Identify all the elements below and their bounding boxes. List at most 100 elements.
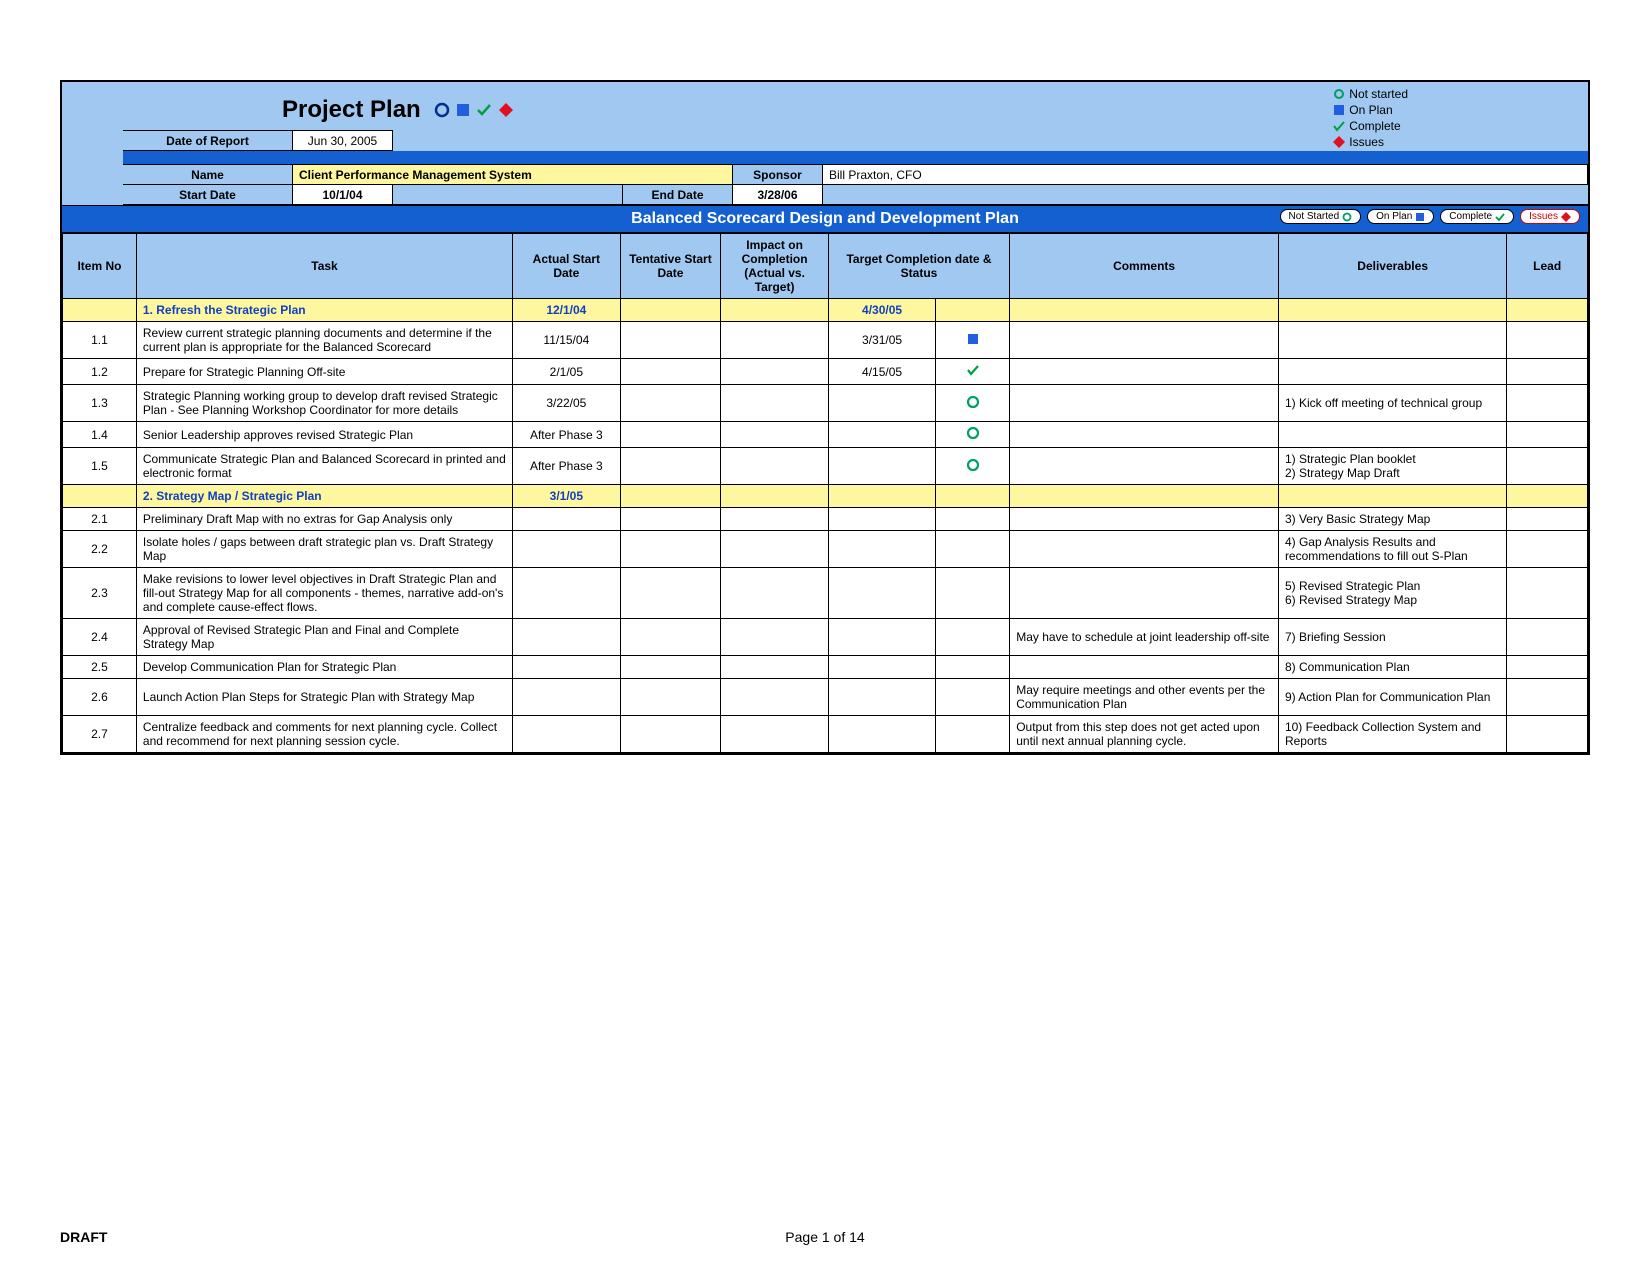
circle-icon [1333, 88, 1345, 100]
end-date-label: End Date [623, 185, 733, 205]
col-tentative-start: Tentative Start Date [620, 234, 721, 299]
cell-tentative [620, 531, 721, 568]
page-title: Project Plan [282, 96, 421, 124]
cell-item-no: 1.3 [63, 385, 137, 422]
legend-issues: Issues [1333, 134, 1408, 150]
cell-item-no: 1.4 [63, 422, 137, 448]
cell-status [936, 485, 1010, 508]
legend: Not started On Plan Complete Issues [1333, 86, 1408, 150]
cell-actual [513, 679, 620, 716]
cell-target [828, 656, 935, 679]
cell-status [936, 448, 1010, 485]
cell-item-no: 2.7 [63, 716, 137, 753]
cell-impact [721, 716, 828, 753]
task-row: 2.4Approval of Revised Strategic Plan an… [63, 619, 1588, 656]
cell-lead [1507, 299, 1588, 322]
cell-deliverables: 5) Revised Strategic Plan6) Revised Stra… [1278, 568, 1506, 619]
cell-lead [1507, 568, 1588, 619]
cell-lead [1507, 448, 1588, 485]
cell-deliverables [1278, 299, 1506, 322]
cell-comments [1010, 531, 1279, 568]
cell-lead [1507, 679, 1588, 716]
cell-comments [1010, 485, 1279, 508]
cell-impact [721, 299, 828, 322]
cell-tentative [620, 568, 721, 619]
legend-on-plan: On Plan [1333, 102, 1408, 118]
cell-lead [1507, 359, 1588, 385]
cell-item-no: 2.6 [63, 679, 137, 716]
task-row: 2.2Isolate holes / gaps between draft st… [63, 531, 1588, 568]
cell-deliverables: 8) Communication Plan [1278, 656, 1506, 679]
cell-comments [1010, 385, 1279, 422]
cell-target [828, 448, 935, 485]
cell-task: Strategic Planning working group to deve… [136, 385, 512, 422]
plan-container: Project Plan Not started On Plan [60, 80, 1590, 755]
col-task: Task [136, 234, 512, 299]
legend-label: Issues [1349, 134, 1384, 150]
cell-impact [721, 422, 828, 448]
cell-task: Communicate Strategic Plan and Balanced … [136, 448, 512, 485]
section-row: 2. Strategy Map / Strategic Plan3/1/05 [63, 485, 1588, 508]
cell-target: 4/30/05 [828, 299, 935, 322]
start-date-value: 10/1/04 [293, 185, 393, 205]
cell-status [936, 422, 1010, 448]
legend-label: Complete [1349, 118, 1400, 134]
end-date-value: 3/28/06 [733, 185, 823, 205]
diamond-icon [1333, 136, 1345, 148]
pill-label: Issues [1529, 211, 1558, 222]
square-icon [1333, 104, 1345, 116]
col-actual-start: Actual Start Date [513, 234, 620, 299]
check-icon [1495, 212, 1505, 222]
square-icon [1415, 212, 1425, 222]
meta-row-dates: Start Date 10/1/04 End Date 3/28/06 [63, 185, 1588, 205]
task-row: 1.5Communicate Strategic Plan and Balanc… [63, 448, 1588, 485]
cell-impact [721, 531, 828, 568]
task-row: 2.1Preliminary Draft Map with no extras … [63, 508, 1588, 531]
pill-complete[interactable]: Complete [1440, 209, 1514, 224]
cell-target [828, 508, 935, 531]
cell-actual: 3/22/05 [513, 385, 620, 422]
cell-item-no: 2.3 [63, 568, 137, 619]
cell-lead [1507, 322, 1588, 359]
pill-label: Complete [1449, 211, 1492, 222]
cell-status [936, 299, 1010, 322]
cell-task: 2. Strategy Map / Strategic Plan [136, 485, 512, 508]
page: Project Plan Not started On Plan [0, 0, 1650, 1275]
cell-target: 4/15/05 [828, 359, 935, 385]
task-row: 2.3Make revisions to lower level objecti… [63, 568, 1588, 619]
cell-actual [513, 568, 620, 619]
cell-actual: 3/1/05 [513, 485, 620, 508]
cell-target [828, 485, 935, 508]
cell-actual: After Phase 3 [513, 448, 620, 485]
pill-label: Not Started [1289, 211, 1340, 222]
cell-status [936, 508, 1010, 531]
pill-label: On Plan [1376, 211, 1412, 222]
cell-impact [721, 448, 828, 485]
sponsor-value: Bill Praxton, CFO [823, 165, 1588, 185]
cell-item-no: 2.1 [63, 508, 137, 531]
cell-lead [1507, 385, 1588, 422]
cell-tentative [620, 359, 721, 385]
cell-status [936, 656, 1010, 679]
cell-item-no: 1.2 [63, 359, 137, 385]
cell-target [828, 679, 935, 716]
section-row: 1. Refresh the Strategic Plan12/1/044/30… [63, 299, 1588, 322]
task-row: 2.5Develop Communication Plan for Strate… [63, 656, 1588, 679]
cell-tentative [620, 508, 721, 531]
task-row: 1.2Prepare for Strategic Planning Off-si… [63, 359, 1588, 385]
col-impact: Impact on Completion (Actual vs. Target) [721, 234, 828, 299]
pill-on-plan[interactable]: On Plan [1367, 209, 1434, 224]
name-value: Client Performance Management System [293, 165, 733, 185]
pill-issues[interactable]: Issues [1520, 209, 1580, 224]
cell-tentative [620, 485, 721, 508]
cell-deliverables [1278, 322, 1506, 359]
cell-item-no: 1.5 [63, 448, 137, 485]
cell-status [936, 531, 1010, 568]
pill-not-started[interactable]: Not Started [1280, 209, 1362, 224]
cell-target [828, 531, 935, 568]
cell-item-no: 2.5 [63, 656, 137, 679]
col-target: Target Completion date & Status [828, 234, 1009, 299]
cell-task: Centralize feedback and comments for nex… [136, 716, 512, 753]
col-deliverables: Deliverables [1278, 234, 1506, 299]
name-label: Name [123, 165, 293, 185]
